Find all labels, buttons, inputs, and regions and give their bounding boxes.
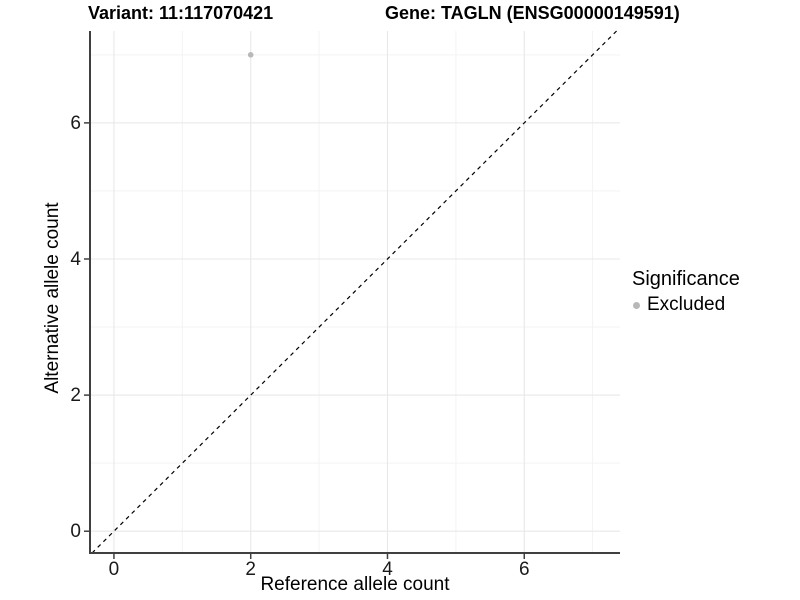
legend-title: Significance	[632, 268, 740, 290]
plot-title-variant: Variant: 11:117070421	[88, 3, 274, 23]
y-tick-label: 2	[70, 385, 81, 406]
x-tick-label: 0	[109, 559, 120, 580]
y-tick-label: 6	[70, 113, 81, 134]
x-tick-label: 2	[245, 559, 256, 580]
x-axis-title: Reference allele count	[260, 574, 450, 595]
y-tick-label: 0	[70, 521, 81, 542]
legend-entry-excluded: Excluded	[629, 294, 740, 316]
y-tick-label: 4	[70, 249, 81, 270]
data-point	[247, 52, 254, 58]
x-tick-label: 6	[519, 559, 530, 580]
excluded-point-icon	[633, 301, 640, 309]
identity-line	[91, 30, 618, 554]
y-axis-title: Alternative allele count	[42, 202, 63, 394]
legend: Significance Excluded	[629, 268, 740, 316]
x-tick-label: 4	[382, 559, 393, 580]
plot-title-gene: Gene: TAGLN (ENSG00000149591)	[385, 3, 680, 23]
legend-entry-label: Excluded	[647, 294, 726, 315]
